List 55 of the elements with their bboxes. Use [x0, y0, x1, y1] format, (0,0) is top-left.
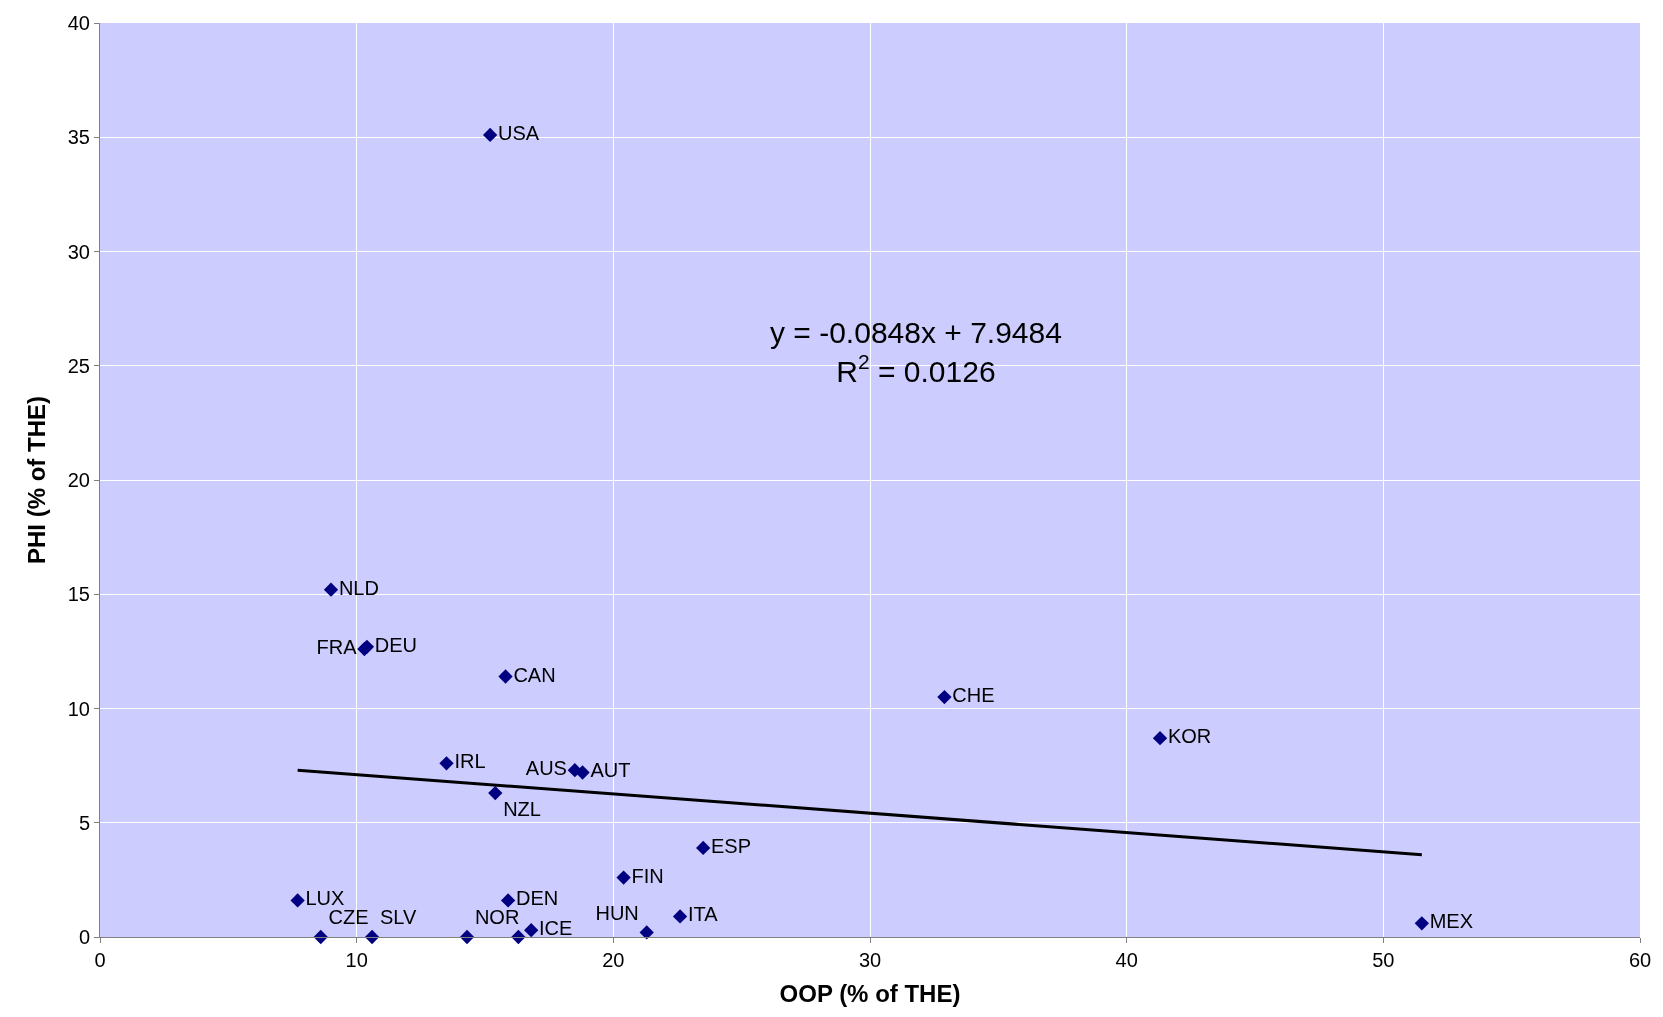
x-tick-label: 40 — [1115, 949, 1138, 971]
y-tick-label: 10 — [67, 697, 90, 720]
y-tick-label: 0 — [78, 926, 90, 948]
data-label: NZL — [503, 797, 541, 820]
y-tick-label: 5 — [78, 811, 90, 834]
point — [937, 689, 952, 705]
data-label: ICE — [539, 917, 573, 940]
point — [500, 893, 516, 908]
x-tick-label: 20 — [602, 949, 625, 971]
data-label: CHE — [952, 684, 995, 707]
data-label: AUS — [525, 757, 567, 780]
data-label: FRA — [316, 636, 358, 659]
x-tick-label: 30 — [858, 949, 882, 971]
point — [1414, 916, 1429, 931]
x-axis-title: OOP (% of THE) — [779, 980, 961, 1008]
data-label: FIN — [631, 864, 664, 887]
data-label: CAN — [513, 663, 556, 686]
annotation: y = -0.0848x + 7.9484 R$^{2}$ = 0.0126 — [770, 316, 1062, 388]
y-tick-label: 20 — [67, 469, 90, 491]
point — [616, 870, 631, 885]
x-tick-label: 60 — [1628, 949, 1652, 971]
x-tick-label: 10 — [345, 949, 368, 971]
y-tick-label: 30 — [67, 240, 90, 263]
point — [1152, 731, 1168, 746]
point — [488, 785, 503, 801]
point — [639, 925, 654, 940]
y-tick-label: 40 — [67, 12, 90, 34]
point — [524, 923, 539, 938]
data-label: HUN — [595, 901, 639, 924]
data-label: KOR — [1167, 725, 1212, 748]
y-axis-title: PHI (% of THE) — [22, 396, 50, 564]
data-label: IRL — [454, 750, 486, 773]
data-label: SLV — [379, 906, 417, 929]
point — [323, 582, 339, 597]
point — [439, 756, 454, 771]
data-label: NLD — [338, 576, 379, 599]
point — [696, 840, 711, 856]
data-label: AUT — [590, 759, 631, 782]
point — [364, 929, 380, 945]
point — [498, 669, 513, 684]
data-label: ESP — [711, 834, 752, 857]
data-label: USA — [498, 121, 540, 144]
point — [290, 893, 305, 908]
y-tick-label: 15 — [67, 583, 90, 606]
point — [459, 929, 475, 945]
data-label: DEU — [374, 633, 418, 656]
y-tick-label: 25 — [67, 354, 90, 377]
point — [575, 765, 590, 780]
point — [482, 127, 498, 143]
x-tick-label: 50 — [1372, 949, 1395, 971]
point — [672, 909, 688, 924]
data-label: MEX — [1429, 910, 1474, 933]
data-label: ITA — [687, 903, 719, 926]
x-tick-label: 0 — [94, 949, 106, 971]
y-tick-label: 35 — [67, 126, 90, 149]
